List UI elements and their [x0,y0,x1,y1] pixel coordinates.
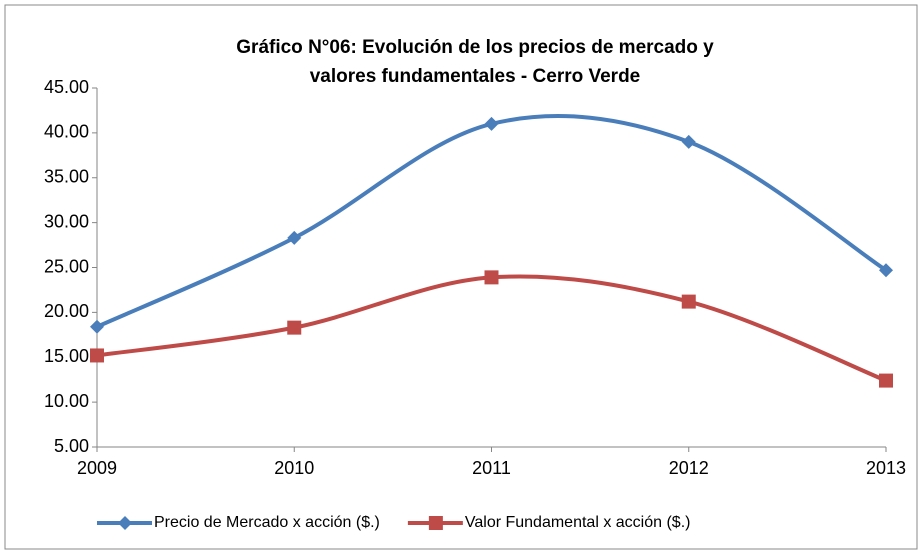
chart-title: valores fundamentales - Cerro Verde [310,66,641,87]
data-point [681,134,696,149]
chart-border [4,4,918,550]
y-tick-label: 10.00 [44,391,89,411]
y-tick-label: 35.00 [44,167,89,187]
legend-label: Precio de Mercado x acción ($.) [154,514,380,531]
data-point [879,373,893,388]
data-point [287,320,302,335]
legend-label: Valor Fundamental x acción ($.) [465,514,691,531]
y-tick-label: 5.00 [54,436,89,456]
y-tick-label: 15.00 [44,346,89,366]
data-point [484,270,499,285]
data-point [90,348,104,363]
x-tick-label: 2009 [77,458,117,478]
y-tick-label: 30.00 [44,211,89,231]
data-point [484,116,499,131]
chart-title: Gráfico N°06: Evolución de los precios d… [236,37,714,58]
x-tick-label: 2012 [669,458,709,478]
data-point [681,294,696,309]
data-point [90,319,104,334]
data-point [879,263,893,278]
y-tick-label: 20.00 [44,301,89,321]
x-tick-label: 2011 [472,458,511,478]
y-tick-label: 40.00 [44,122,89,142]
legend-marker [428,516,443,530]
y-tick-label: 25.00 [44,256,89,276]
legend-marker [118,516,132,530]
x-tick-label: 2013 [866,458,906,478]
data-point [287,230,302,245]
y-tick-label: 45.00 [44,77,89,97]
x-tick-label: 2010 [274,458,314,478]
